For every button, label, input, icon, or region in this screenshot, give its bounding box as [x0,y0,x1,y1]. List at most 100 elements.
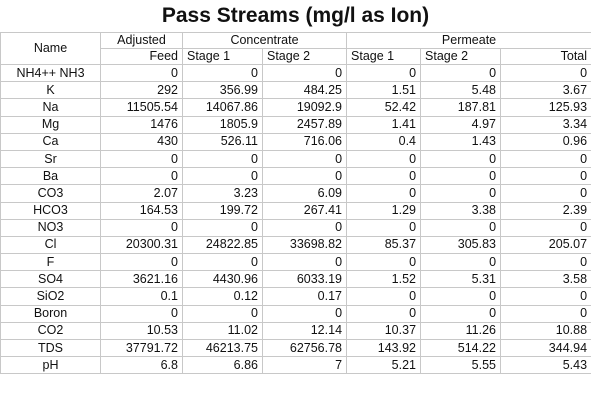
cell: 1.43 [420,132,502,151]
cell: 0 [261,149,348,169]
row-name: pH [0,356,101,375]
cell: 52.42 [346,98,422,117]
row-name: HCO3 [0,201,101,220]
cell: 5.55 [420,356,502,375]
cell: 1.52 [346,270,422,289]
header-cell: Feed [100,48,183,65]
cell: 20300.31 [100,235,183,255]
cell: 14067.86 [182,98,263,117]
header-row: Feed Stage 1 Stage 2 Stage 1 Stage 2 Total [1,48,591,65]
cell: 2.39 [500,201,591,220]
header-row: Name Adjusted Concentrate Permeate [0,32,591,65]
cell: 5.48 [420,81,502,100]
cell: 0 [261,218,348,237]
data-table: Name Adjusted Concentrate Permeate Feed Stage… [0,32,591,375]
cell: 0 [500,253,591,272]
cell: 3621.16 [100,270,183,289]
cell: 11.02 [182,321,263,341]
row-name: TDS [0,338,101,358]
cell: 4.97 [420,115,502,134]
row-name: SiO2 [0,287,101,306]
cell: 0 [182,167,263,186]
cell: 5.31 [420,270,502,289]
cell: 2457.89 [261,115,348,134]
cell: 0 [346,63,422,83]
header-cell: Adjusted [100,32,183,49]
cell: 12.14 [261,321,348,341]
cell: 6.8 [100,356,183,375]
cell: 0 [500,184,591,203]
cell: 716.06 [261,132,348,151]
row-name: CO3 [0,184,101,203]
cell: 5.21 [346,356,422,375]
cell: 0 [261,167,348,186]
cell: 305.83 [420,235,502,255]
cell: 143.92 [346,338,422,358]
cell: 164.53 [100,201,183,220]
cell: 10.37 [346,321,422,341]
cell: 1805.9 [182,115,263,134]
row-name: Boron [0,304,101,323]
table-row: SO4 3621.16 4430.96 6033.19 1.52 5.31 3.58 [0,270,591,289]
cell: 3.58 [500,270,591,289]
cell: 0 [346,218,422,237]
table-row: Boron 0 0 0 0 0 0 [0,304,591,323]
cell: 0 [420,287,502,306]
cell: 0.12 [182,287,263,306]
cell: 0.17 [261,287,348,306]
row-name: Ca [0,132,101,151]
cell: 0 [500,218,591,237]
cell: 0 [346,184,422,203]
cell: 1476 [100,115,183,134]
table-row: Ca 430 526.11 716.06 0.4 1.43 0.96 [0,132,591,151]
cell: 0 [182,149,263,169]
row-name: F [0,253,101,272]
cell: 33698.82 [261,235,348,255]
table-row: K 292 356.99 484.25 1.51 5.48 3.67 [0,81,591,100]
cell: 0 [346,304,422,323]
cell: 62756.78 [261,338,348,358]
cell: 24822.85 [182,235,263,255]
table-row: NH4++ NH3 0 0 0 0 0 0 [0,63,591,83]
table-header: Name Adjusted Concentrate Permeate Feed Stage… [0,32,591,65]
cell: 0 [261,63,348,83]
cell: 0.96 [500,132,591,151]
table-body: NH4++ NH3 0 0 0 0 0 0 K 292 356.99 484.25 1.51 5.48 3… [0,63,591,375]
cell: 430 [100,132,183,151]
title: Pass Streams (mg/l as Ion) [161,4,430,27]
table-row: HCO3 164.53 199.72 267.41 1.29 3.38 2.39 [0,201,591,220]
cell: 0 [182,253,263,272]
table-row: Cl 20300.31 24822.85 33698.82 85.37 305.83 205… [0,235,591,255]
cell: 37791.72 [100,338,183,358]
cell: 85.37 [346,235,422,255]
cell: 11505.54 [100,98,183,117]
row-name: NH4++ NH3 [0,63,101,83]
header-cell: Stage 2 [420,48,502,65]
cell: 0 [420,218,502,237]
cell: 484.25 [261,81,348,100]
cell: 6.09 [261,184,348,203]
cell: 0 [100,253,183,272]
cell: 6033.19 [261,270,348,289]
cell: 0 [346,149,422,169]
cell: 3.23 [182,184,263,203]
cell: 0 [420,63,502,83]
row-name: Ba [0,167,101,186]
cell: 0 [420,184,502,203]
cell: 0 [420,149,502,169]
cell: 11.26 [420,321,502,341]
cell: 0 [500,63,591,83]
row-name: SO4 [0,270,101,289]
cell: 7 [261,356,348,375]
cell: 3.34 [500,115,591,134]
row-name: Sr [0,149,101,169]
cell: 0 [182,218,263,237]
cell: 0 [420,253,502,272]
cell: 46213.75 [182,338,263,358]
cell: 514.22 [420,338,502,358]
table-row: pH 6.8 6.86 7 5.21 5.55 5.43 [0,356,591,375]
table-row: Mg 1476 1805.9 2457.89 1.41 4.97 3.34 [0,115,591,134]
cell: 0 [346,167,422,186]
table-row: Na 11505.54 14067.86 19092.9 52.42 187.81 125.… [0,98,591,117]
